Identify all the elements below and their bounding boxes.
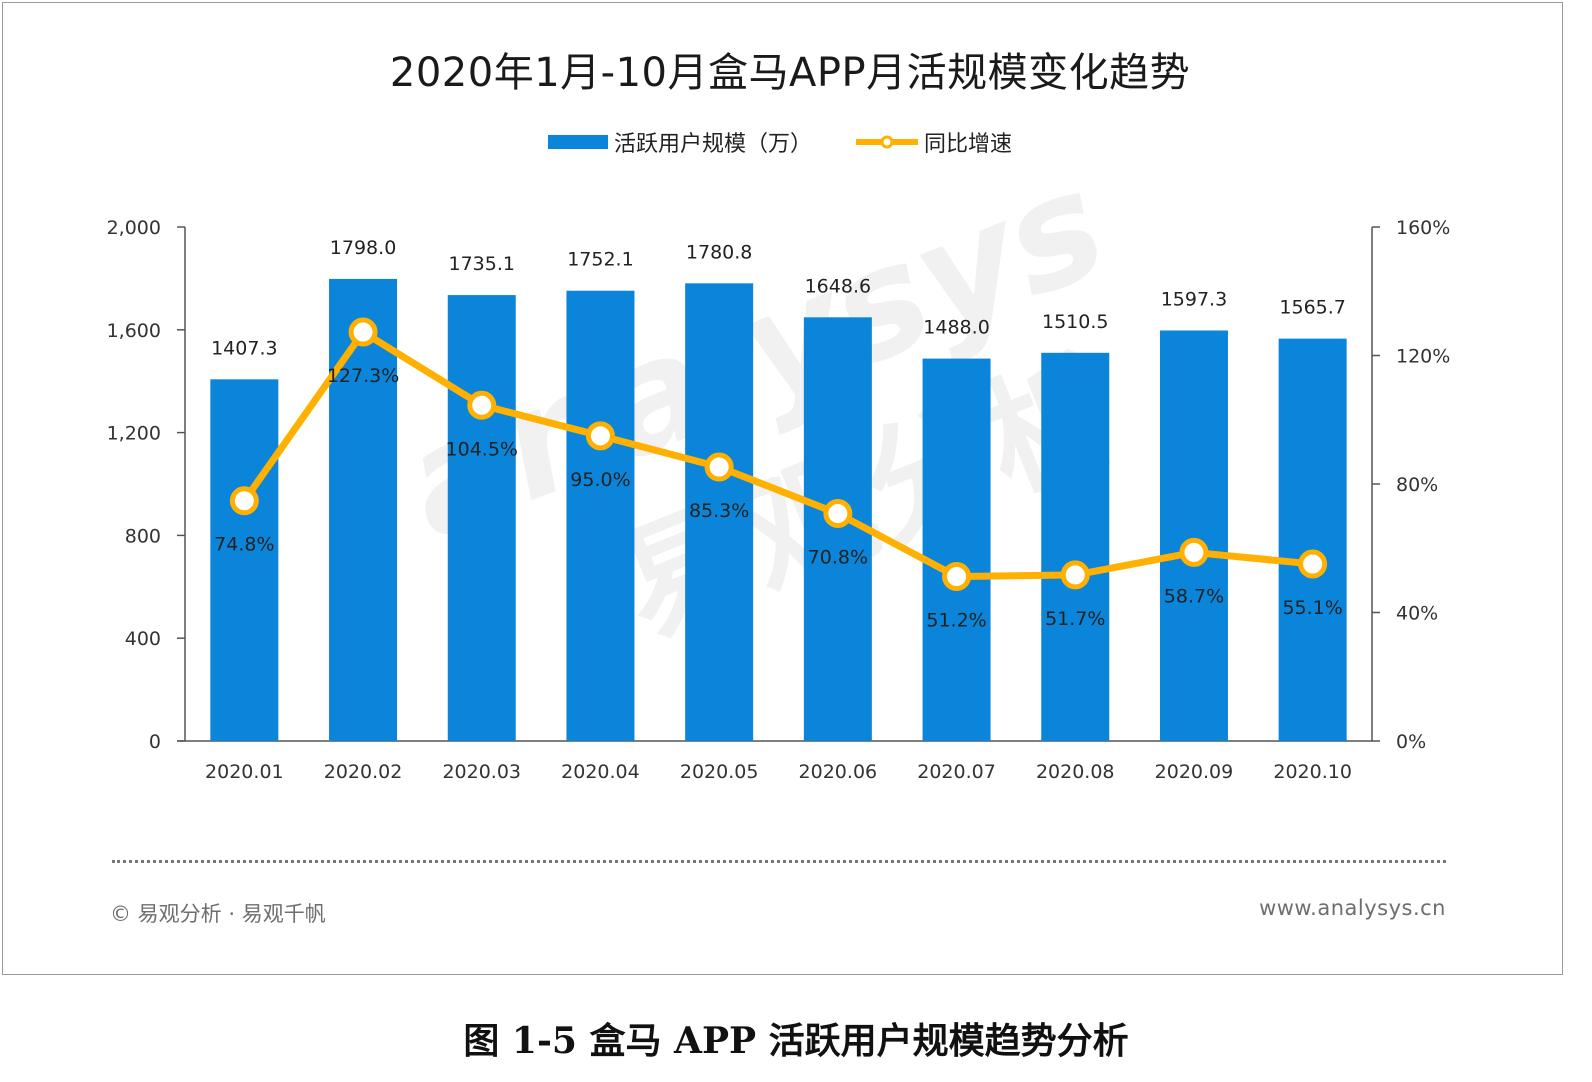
legend-line-label: 同比增速 <box>924 132 1013 157</box>
growth-point <box>348 317 378 347</box>
y-right-tick-label: 80% <box>1396 474 1438 496</box>
bar-value-label: 1798.0 <box>330 237 396 259</box>
growth-point <box>1179 537 1209 567</box>
growth-value-label: 95.0% <box>570 469 630 491</box>
legend-bar-label: 活跃用户规模（万） <box>613 132 812 157</box>
footer-source: © 易观分析 · 易观千帆 <box>110 902 326 926</box>
bar-value-label: 1597.3 <box>1161 288 1227 310</box>
y-left-tick-label: 1,200 <box>107 423 161 445</box>
growth-value-label: 51.7% <box>1045 608 1105 630</box>
growth-value-label: 85.3% <box>689 500 749 522</box>
legend-item-line: 同比增速 <box>856 126 1012 158</box>
bar <box>210 379 279 741</box>
chart-title: 2020年1月-10月盒马APP月活规模变化趋势 <box>389 50 1191 96</box>
x-tick-label: 2020.07 <box>917 761 996 783</box>
bar <box>1278 338 1347 741</box>
bar <box>1041 352 1110 741</box>
x-tick-label: 2020.10 <box>1273 761 1352 783</box>
y-left-tick-label: 0 <box>149 731 161 753</box>
bar-value-label: 1565.7 <box>1279 297 1345 319</box>
x-tick-label: 2020.05 <box>680 761 759 783</box>
x-tick-label: 2020.06 <box>799 761 878 783</box>
legend-bar-swatch <box>547 135 608 149</box>
growth-point <box>1298 549 1328 579</box>
x-tick-label: 2020.01 <box>205 761 284 783</box>
growth-point <box>823 499 853 529</box>
bar-value-label: 1488.0 <box>923 317 989 339</box>
y-left-tick-label: 800 <box>125 525 161 547</box>
y-right-tick-label: 40% <box>1396 603 1438 625</box>
x-tick-label: 2020.03 <box>442 761 521 783</box>
figure-caption: 图 1-5 盒马 APP 活跃用户规模趋势分析 <box>463 1020 1129 1062</box>
legend-item-bar: 活跃用户规模（万） <box>547 126 812 158</box>
bar-value-label: 1735.1 <box>449 253 515 275</box>
separator-line <box>112 860 1446 863</box>
growth-value-label: 58.7% <box>1164 585 1224 607</box>
y-left-tick-label: 2,000 <box>107 217 161 239</box>
bar <box>1159 330 1228 741</box>
bar-value-label: 1407.3 <box>211 337 277 359</box>
bar-value-label: 1648.6 <box>805 275 871 297</box>
x-tick-label: 2020.08 <box>1036 761 1115 783</box>
bar-value-label: 1510.5 <box>1042 311 1108 333</box>
bar-value-label: 1752.1 <box>567 249 633 271</box>
footer-website: www.analysys.cn <box>1259 896 1446 920</box>
bar <box>685 283 754 741</box>
bar <box>447 295 516 741</box>
bar-value-label: 1780.8 <box>686 241 752 263</box>
growth-value-label: 127.3% <box>327 365 399 387</box>
growth-point <box>585 421 615 451</box>
y-right-tick-label: 160% <box>1396 217 1450 239</box>
growth-value-label: 70.8% <box>808 547 868 569</box>
bar <box>922 358 991 741</box>
growth-value-label: 55.1% <box>1282 597 1342 619</box>
bar <box>329 278 398 741</box>
growth-value-label: 104.5% <box>446 438 518 460</box>
y-right-tick-label: 0% <box>1396 731 1426 753</box>
growth-point <box>467 390 497 420</box>
growth-value-label: 74.8% <box>214 534 274 556</box>
growth-point <box>1060 560 1090 590</box>
growth-point <box>942 562 972 592</box>
y-left-tick-label: 1,600 <box>107 320 161 342</box>
growth-point <box>704 452 734 482</box>
x-tick-label: 2020.02 <box>324 761 403 783</box>
growth-value-label: 51.2% <box>926 610 986 632</box>
plot-area: 0 400 800 1,200 1,600 2,000 0% 40% 80% 120% 160% 14… <box>107 217 1451 783</box>
growth-line <box>241 328 1313 581</box>
y-left-tick-label: 400 <box>125 628 161 650</box>
legend-line-swatch <box>856 135 918 149</box>
x-tick-label: 2020.09 <box>1155 761 1234 783</box>
bar <box>566 290 635 741</box>
growth-point <box>229 486 259 516</box>
y-right-tick-label: 120% <box>1396 346 1450 368</box>
legend: 活跃用户规模（万） 同比增速 <box>0 126 1560 158</box>
x-tick-label: 2020.04 <box>561 761 640 783</box>
